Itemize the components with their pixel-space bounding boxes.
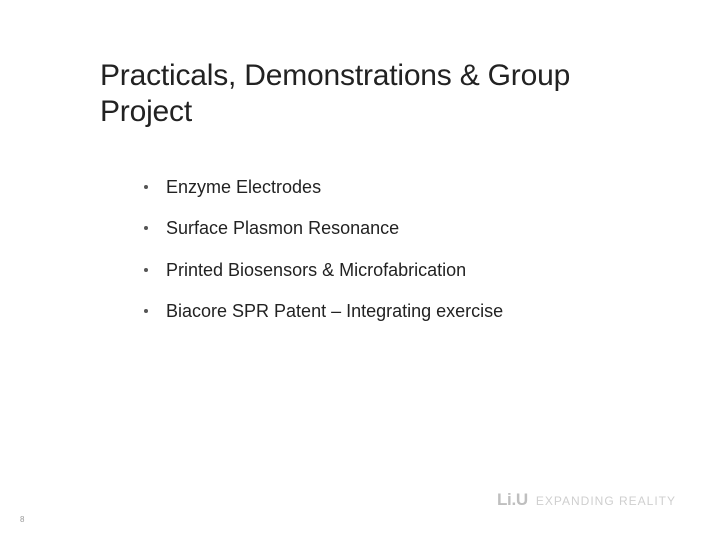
brand-tagline: EXPANDING REALITY [536, 494, 676, 508]
footer-brand: Li.U EXPANDING REALITY [497, 490, 676, 510]
bullet-dot-icon [144, 309, 148, 313]
brand-logo: Li.U [497, 490, 528, 510]
page-number: 8 [20, 515, 24, 524]
bullet-dot-icon [144, 268, 148, 272]
bullet-text: Enzyme Electrodes [166, 176, 321, 199]
bullet-text: Surface Plasmon Resonance [166, 217, 399, 240]
slide: Practicals, Demonstrations & Group Proje… [0, 0, 720, 540]
bullet-text: Biacore SPR Patent – Integrating exercis… [166, 300, 503, 323]
list-item: Biacore SPR Patent – Integrating exercis… [144, 300, 624, 323]
bullet-dot-icon [144, 185, 148, 189]
slide-title: Practicals, Demonstrations & Group Proje… [100, 58, 640, 130]
bullet-dot-icon [144, 226, 148, 230]
bullet-list: Enzyme Electrodes Surface Plasmon Resona… [144, 176, 624, 342]
list-item: Surface Plasmon Resonance [144, 217, 624, 240]
bullet-text: Printed Biosensors & Microfabrication [166, 259, 466, 282]
list-item: Printed Biosensors & Microfabrication [144, 259, 624, 282]
list-item: Enzyme Electrodes [144, 176, 624, 199]
